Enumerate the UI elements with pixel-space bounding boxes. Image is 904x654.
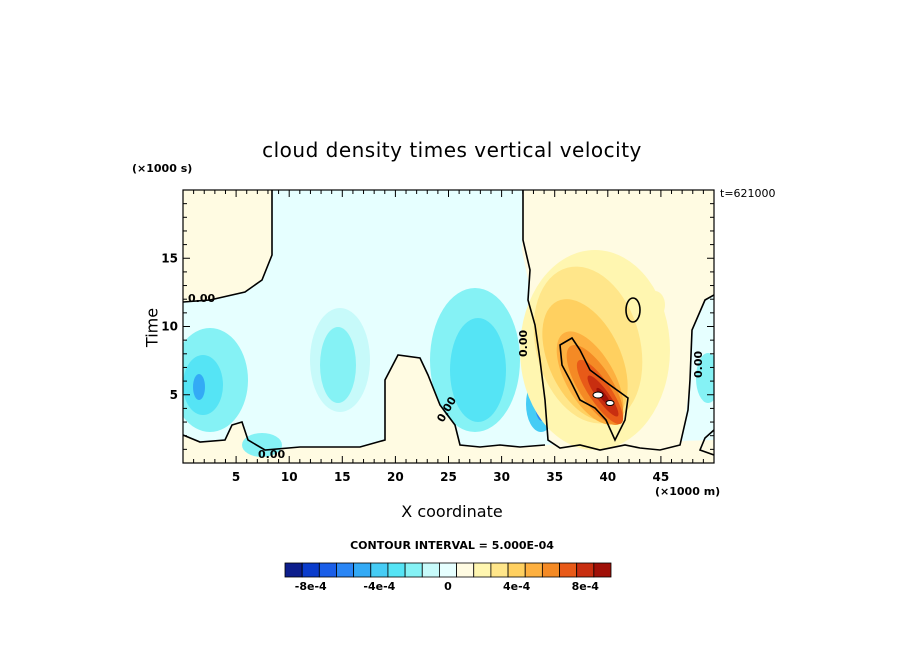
colorbar-swatch	[559, 562, 578, 578]
colorbar-swatch	[576, 562, 595, 578]
colorbar-swatch	[353, 562, 372, 578]
colorbar-swatch	[301, 562, 320, 578]
contour-label: 0.00	[517, 330, 530, 357]
x-tick-label: 15	[334, 470, 351, 484]
colorbar-tick-label: 8e-4	[572, 580, 600, 593]
zero-contour-right	[522, 190, 714, 451]
time-stamp: t=621000	[720, 187, 776, 200]
x-tick-label: 10	[281, 470, 298, 484]
zero-contour-core	[559, 336, 629, 442]
colorbar-swatch	[370, 562, 389, 578]
x-tick-label: 40	[599, 470, 616, 484]
colorbar-tick-label: -8e-4	[295, 580, 327, 593]
contour-label: 0.00	[258, 448, 285, 461]
zero-contour-edge	[698, 429, 714, 456]
colorbar-tick-label: 4e-4	[503, 580, 531, 593]
contour-label: 0.00	[188, 292, 215, 305]
colorbar: -8e-4 -4e-4 0 4e-4 8e-4	[284, 562, 612, 593]
contour-label: 0.00	[692, 351, 705, 378]
colorbar-swatch	[490, 562, 509, 578]
colorbar-swatch	[541, 562, 560, 578]
contour-field	[183, 190, 714, 463]
axis-ticks: 5 10 15 20 25 30 35 40 45 5 10 15	[161, 190, 714, 484]
colorbar-tick-label: 0	[444, 580, 452, 593]
negative-blob-edge	[696, 353, 714, 403]
negative-blob-mid-inner	[450, 318, 506, 422]
colorbar-swatch	[421, 562, 440, 578]
zero-contour-small-blob	[625, 297, 641, 323]
y-axis-unit: (×1000 s)	[132, 162, 193, 175]
zero-contour-bottom	[183, 354, 546, 451]
chart-title: cloud density times vertical velocity	[262, 138, 642, 162]
colorbar-swatch	[387, 562, 406, 578]
colorbar-swatch	[318, 562, 337, 578]
x-tick-label: 20	[387, 470, 404, 484]
x-tick-label: 35	[546, 470, 563, 484]
y-tick-label: 15	[161, 251, 178, 265]
colorbar-tick-label: -4e-4	[363, 580, 395, 593]
negative-blob-left-inner	[193, 374, 205, 400]
colorbar-swatch	[284, 562, 303, 578]
negative-blob-bottom	[242, 433, 282, 457]
colorbar-swatch	[524, 562, 543, 578]
zero-contour-upper-left	[183, 190, 273, 303]
colorbar-swatch	[439, 562, 457, 578]
zero-contours	[183, 190, 714, 456]
x-tick-label: 30	[493, 470, 510, 484]
contour-interval-label: CONTOUR INTERVAL = 5.000E-04	[350, 539, 554, 552]
x-tick-label: 25	[440, 470, 457, 484]
colorbar-swatch	[593, 562, 612, 578]
colorbar-swatch	[456, 562, 475, 578]
colorbar-swatch	[473, 562, 492, 578]
negative-blob-center-inner	[320, 327, 356, 403]
x-tick-label: 45	[653, 470, 670, 484]
colorbar-swatch	[507, 562, 526, 578]
x-tick-label: 5	[232, 470, 240, 484]
positive-small-blob	[645, 291, 665, 319]
positive-region-bottom	[183, 355, 714, 463]
colorbar-swatch	[404, 562, 423, 578]
y-tick-label: 10	[161, 320, 178, 334]
positive-region-upper-left	[183, 190, 272, 302]
x-axis-label: X coordinate	[401, 502, 503, 521]
y-tick-label: 5	[170, 388, 178, 402]
colorbar-swatch	[336, 562, 355, 578]
core-pocket-2	[605, 400, 615, 406]
core-pocket-1	[592, 391, 604, 399]
x-axis-unit: (×1000 m)	[655, 485, 721, 498]
